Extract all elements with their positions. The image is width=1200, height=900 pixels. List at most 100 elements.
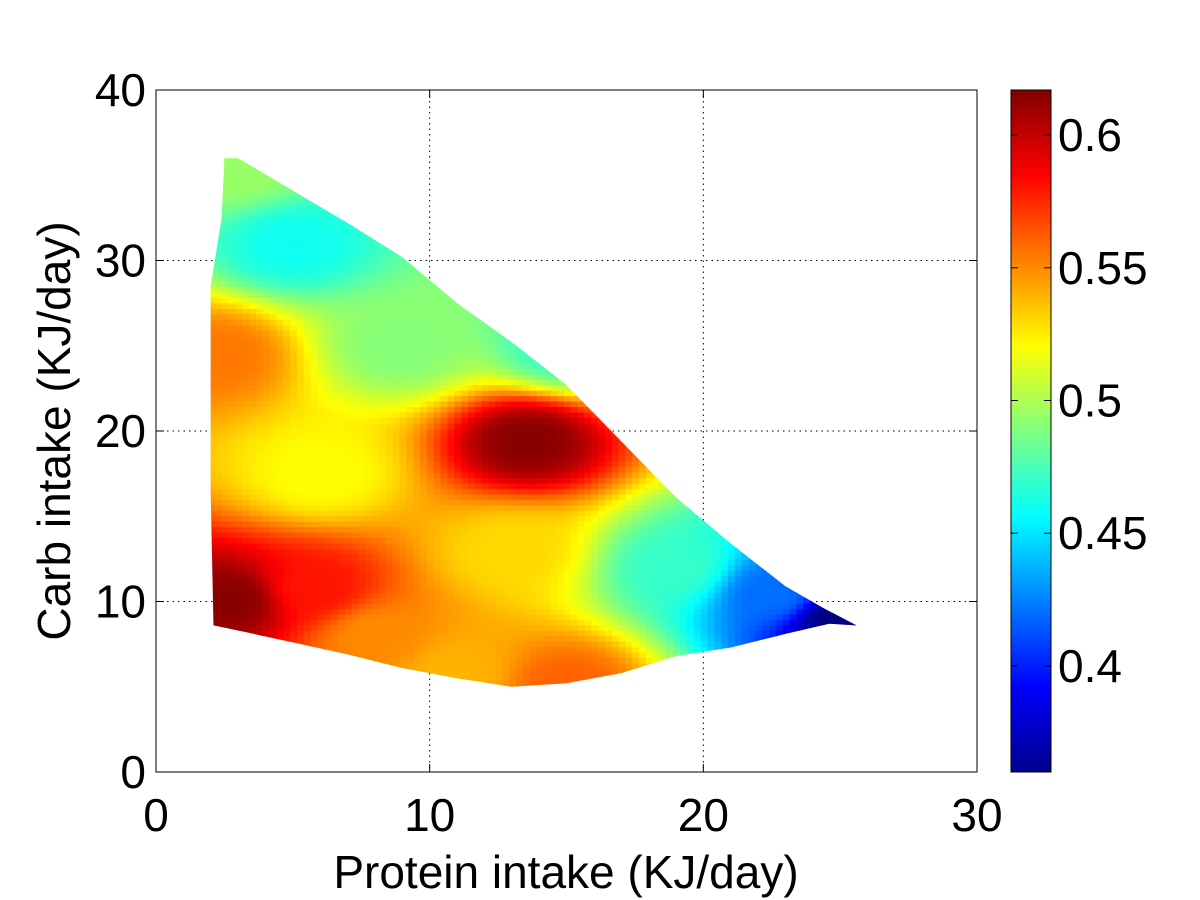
- heat-cell: [235, 220, 243, 227]
- heat-cell: [468, 581, 476, 588]
- heat-cell: [283, 302, 291, 309]
- heat-cell: [358, 515, 366, 522]
- heat-cell: [461, 602, 469, 609]
- heat-cell: [221, 204, 230, 211]
- heat-cell: [440, 362, 448, 369]
- heat-cell: [296, 373, 305, 380]
- heat-cell: [488, 559, 496, 566]
- heat-cell: [536, 482, 544, 489]
- heat-cell: [536, 581, 544, 588]
- heat-cell: [440, 657, 448, 664]
- heat-cell: [255, 575, 264, 582]
- heat-cell: [365, 652, 373, 659]
- heat-cell: [468, 351, 476, 358]
- heat-cell: [385, 248, 394, 255]
- heat-cell: [235, 275, 243, 282]
- heat-cell: [379, 493, 387, 500]
- heat-cell: [522, 455, 531, 462]
- heat-cell: [290, 564, 298, 571]
- heat-cell: [317, 302, 325, 309]
- heat-cell: [324, 351, 332, 358]
- heat-cell: [338, 422, 346, 429]
- heat-cell: [481, 379, 490, 386]
- heat-cell: [413, 537, 421, 544]
- heat-cell: [242, 553, 250, 560]
- heat-cell: [338, 275, 346, 282]
- heat-cell: [515, 362, 524, 369]
- heat-cell: [440, 477, 448, 484]
- heat-cell: [509, 482, 517, 489]
- heat-cell: [296, 302, 305, 309]
- heat-cell: [235, 302, 243, 309]
- heat-cell: [303, 406, 312, 413]
- heat-cell: [351, 428, 360, 435]
- heat-cell: [255, 466, 264, 473]
- heat-cell: [495, 504, 503, 511]
- heat-cell: [392, 450, 401, 457]
- heat-cell: [468, 379, 476, 386]
- heat-cell: [317, 357, 325, 364]
- heat-cell: [536, 652, 544, 659]
- heat-cell: [283, 188, 291, 195]
- heat-cell: [406, 624, 414, 631]
- heat-cell: [385, 351, 394, 358]
- heat-cell: [296, 384, 305, 391]
- heat-cell: [488, 652, 496, 659]
- heat-cell: [242, 188, 250, 195]
- heat-cell: [358, 439, 366, 446]
- heat-cell: [474, 662, 483, 669]
- heat-cell: [509, 351, 517, 358]
- heat-cell: [276, 199, 284, 206]
- heat-cell: [515, 684, 524, 687]
- heat-cell: [235, 281, 243, 288]
- heat-cell: [269, 630, 277, 637]
- heat-cell: [365, 504, 373, 511]
- heat-cell: [351, 242, 360, 249]
- heat-cell: [413, 559, 421, 566]
- heat-cell: [529, 373, 537, 380]
- heat-cell: [385, 613, 394, 620]
- heat-cell: [509, 417, 517, 424]
- heat-cell: [385, 570, 394, 577]
- heat-cell: [290, 624, 298, 631]
- heat-cell: [351, 641, 360, 648]
- heat-cell: [303, 433, 312, 440]
- heat-cell: [221, 264, 230, 271]
- heat-cell: [296, 264, 305, 271]
- heat-cell: [522, 553, 531, 560]
- heat-cell: [221, 559, 230, 566]
- heat-cell: [426, 531, 435, 538]
- heat-cell: [235, 570, 243, 577]
- heat-cell: [468, 461, 476, 468]
- heat-cell: [365, 444, 373, 451]
- heat-cell: [331, 586, 339, 593]
- heat-cell: [509, 635, 517, 642]
- heat-cell: [358, 482, 366, 489]
- heat-cell: [351, 624, 360, 631]
- heat-cell: [221, 248, 230, 255]
- heat-cell: [447, 499, 455, 506]
- heat-cell: [420, 395, 428, 402]
- heat-cell: [262, 253, 271, 260]
- heat-cell: [413, 341, 421, 348]
- heat-cell: [249, 608, 257, 615]
- heat-cell: [235, 308, 243, 315]
- heat-cell: [543, 510, 551, 517]
- heat-cell: [310, 368, 318, 375]
- heat-cell: [296, 335, 305, 342]
- heat-cell: [522, 652, 531, 659]
- heat-cell: [324, 608, 332, 615]
- heat-cell: [426, 351, 435, 358]
- heat-cell: [536, 488, 544, 495]
- heat-cell: [543, 531, 551, 538]
- heat-cell: [283, 362, 291, 369]
- heat-cell: [228, 411, 236, 418]
- heat-cell: [235, 373, 243, 380]
- heat-cell: [324, 482, 332, 489]
- heat-cell: [303, 264, 312, 271]
- heat-cell: [276, 313, 284, 320]
- heat-cell: [249, 231, 257, 238]
- heat-cell: [221, 542, 230, 549]
- heat-cell: [509, 641, 517, 648]
- heat-cell: [488, 461, 496, 468]
